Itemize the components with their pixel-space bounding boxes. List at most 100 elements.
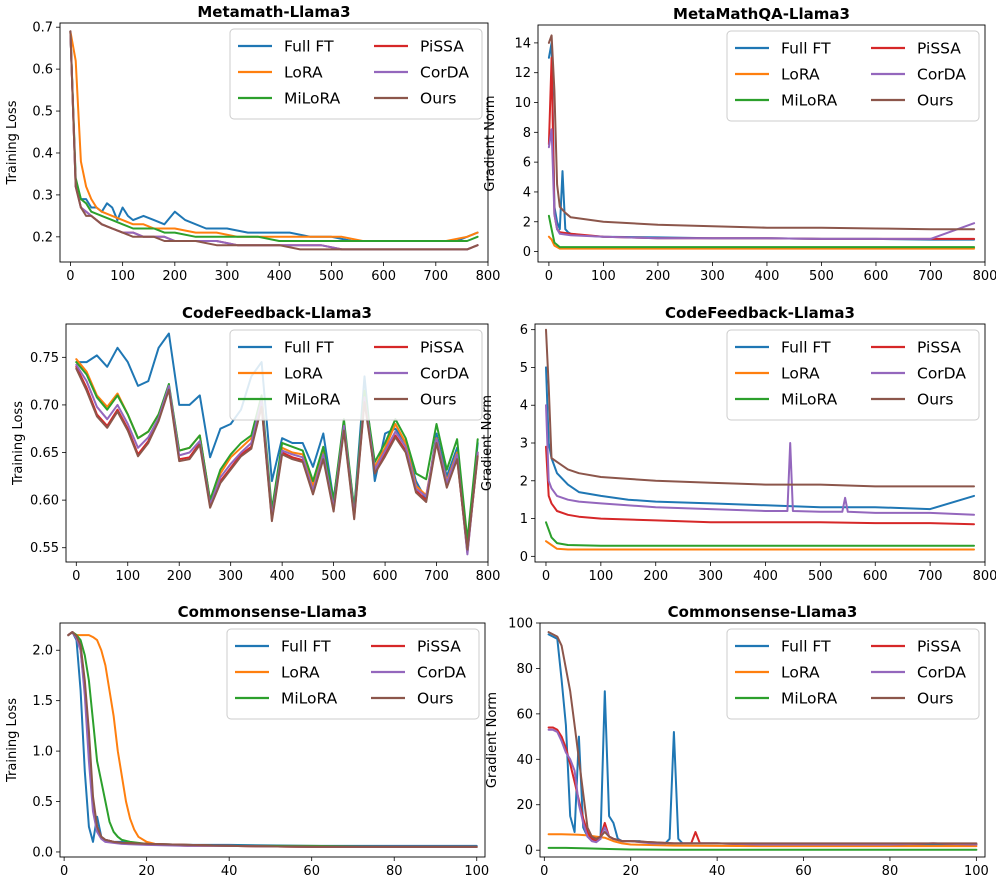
series-line-pissa: [545, 445, 975, 526]
y-axis-label: Training Loss: [5, 698, 20, 783]
x-tick-label: 100: [464, 864, 489, 879]
y-tick-label: 80: [516, 662, 533, 677]
x-tick-label: 600: [863, 569, 888, 584]
series-group: [69, 30, 479, 251]
y-axis-label: Gradient Norm: [485, 692, 500, 788]
x-tick-label: 700: [423, 269, 448, 284]
legend-box: [726, 628, 980, 720]
legend: Full FT LoRA MiLoRA PiSSA CorDA Ours: [726, 329, 980, 421]
x-tick-label: 0: [72, 569, 80, 584]
legend-label: Full FT: [781, 40, 831, 58]
y-tick-label: 0.70: [30, 398, 59, 413]
series-group: [545, 328, 975, 551]
y-tick-label: 2: [523, 215, 531, 230]
series-line-corda: [547, 728, 978, 846]
plot-frame: [539, 622, 986, 858]
legend-box: [229, 28, 483, 120]
x-tick-label: 100: [115, 569, 140, 584]
y-tick-label: 0: [525, 844, 533, 859]
series-line-corda: [547, 128, 976, 240]
x-tick-label: 60: [795, 864, 812, 879]
y-tick-label: 20: [516, 798, 533, 813]
legend-box: [229, 329, 483, 421]
chart-5: Commonsense-Llama3 Training Loss 0 20 40 60 80…: [5, 603, 489, 879]
x-tick-label: 500: [319, 269, 344, 284]
y-axis-label: Training Loss: [5, 100, 20, 185]
x-tick-label: 400: [755, 269, 780, 284]
series-line-milora: [547, 846, 978, 851]
legend-label: PiSSA: [917, 339, 961, 357]
x-tick-label: 600: [373, 569, 398, 584]
series-line-corda: [545, 404, 975, 516]
y-tick-label: 6: [523, 156, 531, 171]
legend-label: CorDA: [917, 365, 966, 383]
y-tick-label: 0.60: [30, 494, 59, 509]
series-line-lora: [545, 540, 975, 551]
x-tick-label: 20: [622, 864, 639, 879]
y-tick-label: 40: [516, 753, 533, 768]
y-tick-label: 0.4: [32, 146, 53, 161]
x-tick-label: 800: [476, 569, 501, 584]
x-tick-label: 700: [424, 569, 449, 584]
y-tick-label: 0.5: [32, 105, 53, 120]
x-tick-label: 40: [709, 864, 726, 879]
y-tick-label: 0.3: [32, 188, 53, 203]
series-line-milora: [69, 30, 479, 242]
series-line-milora: [545, 521, 975, 547]
series-line-full-ft: [545, 366, 975, 511]
series-line-ours: [67, 631, 478, 848]
series-line-lora: [547, 833, 978, 848]
x-tick-label: 80: [882, 864, 899, 879]
x-tick-label: 0: [545, 269, 553, 284]
x-tick-label: 200: [162, 269, 187, 284]
y-tick-label: 5: [520, 361, 528, 376]
x-tick-label: 60: [303, 864, 320, 879]
plot-frame: [534, 323, 986, 563]
legend-label: Ours: [420, 90, 456, 108]
chart-title: MetaMathQA-Llama3: [673, 5, 850, 23]
y-axis-label: Gradient Norm: [483, 95, 498, 191]
legend-label: LoRA: [781, 365, 820, 383]
series-line-ours: [547, 34, 976, 231]
plot-frame: [59, 622, 486, 858]
series-line-ours: [75, 367, 479, 551]
y-tick-label: 60: [516, 707, 533, 722]
series-group: [547, 34, 976, 250]
legend-label: MiLoRA: [284, 391, 341, 409]
legend-label: CorDA: [420, 365, 469, 383]
legend-label: Full FT: [281, 638, 331, 656]
y-tick-label: 0: [523, 245, 531, 260]
series-line-milora: [75, 361, 479, 542]
x-tick-label: 80: [386, 864, 403, 879]
legend-label: MiLoRA: [281, 690, 338, 708]
x-tick-label: 200: [167, 569, 192, 584]
y-tick-label: 0.75: [30, 351, 59, 366]
x-tick-label: 100: [591, 269, 616, 284]
x-tick-label: 400: [267, 269, 292, 284]
x-tick-label: 500: [321, 569, 346, 584]
legend: Full FT LoRA MiLoRA PiSSA CorDA Ours: [229, 329, 483, 421]
y-tick-label: 0.0: [32, 845, 53, 860]
x-tick-label: 100: [588, 569, 613, 584]
legend-label: CorDA: [420, 64, 469, 82]
chart-title: Commonsense-Llama3: [178, 603, 368, 621]
y-tick-label: 0.65: [30, 446, 59, 461]
y-tick-label: 1.0: [32, 745, 53, 760]
legend-label: LoRA: [284, 64, 323, 82]
x-tick-label: 700: [918, 269, 943, 284]
legend-label: MiLoRA: [781, 92, 838, 110]
x-tick-label: 200: [643, 569, 668, 584]
y-axis-label: Training Loss: [11, 401, 26, 486]
x-tick-label: 500: [808, 569, 833, 584]
x-tick-label: 300: [218, 569, 243, 584]
plot-frame: [65, 323, 489, 563]
x-tick-label: 300: [215, 269, 240, 284]
x-tick-label: 600: [371, 269, 396, 284]
series-line-ours: [69, 30, 479, 251]
x-tick-label: 300: [698, 569, 723, 584]
y-tick-label: 0.7: [32, 21, 53, 36]
x-tick-label: 300: [700, 269, 725, 284]
legend-label: CorDA: [917, 66, 966, 84]
y-tick-label: 0.6: [32, 63, 53, 78]
x-tick-label: 400: [753, 569, 778, 584]
